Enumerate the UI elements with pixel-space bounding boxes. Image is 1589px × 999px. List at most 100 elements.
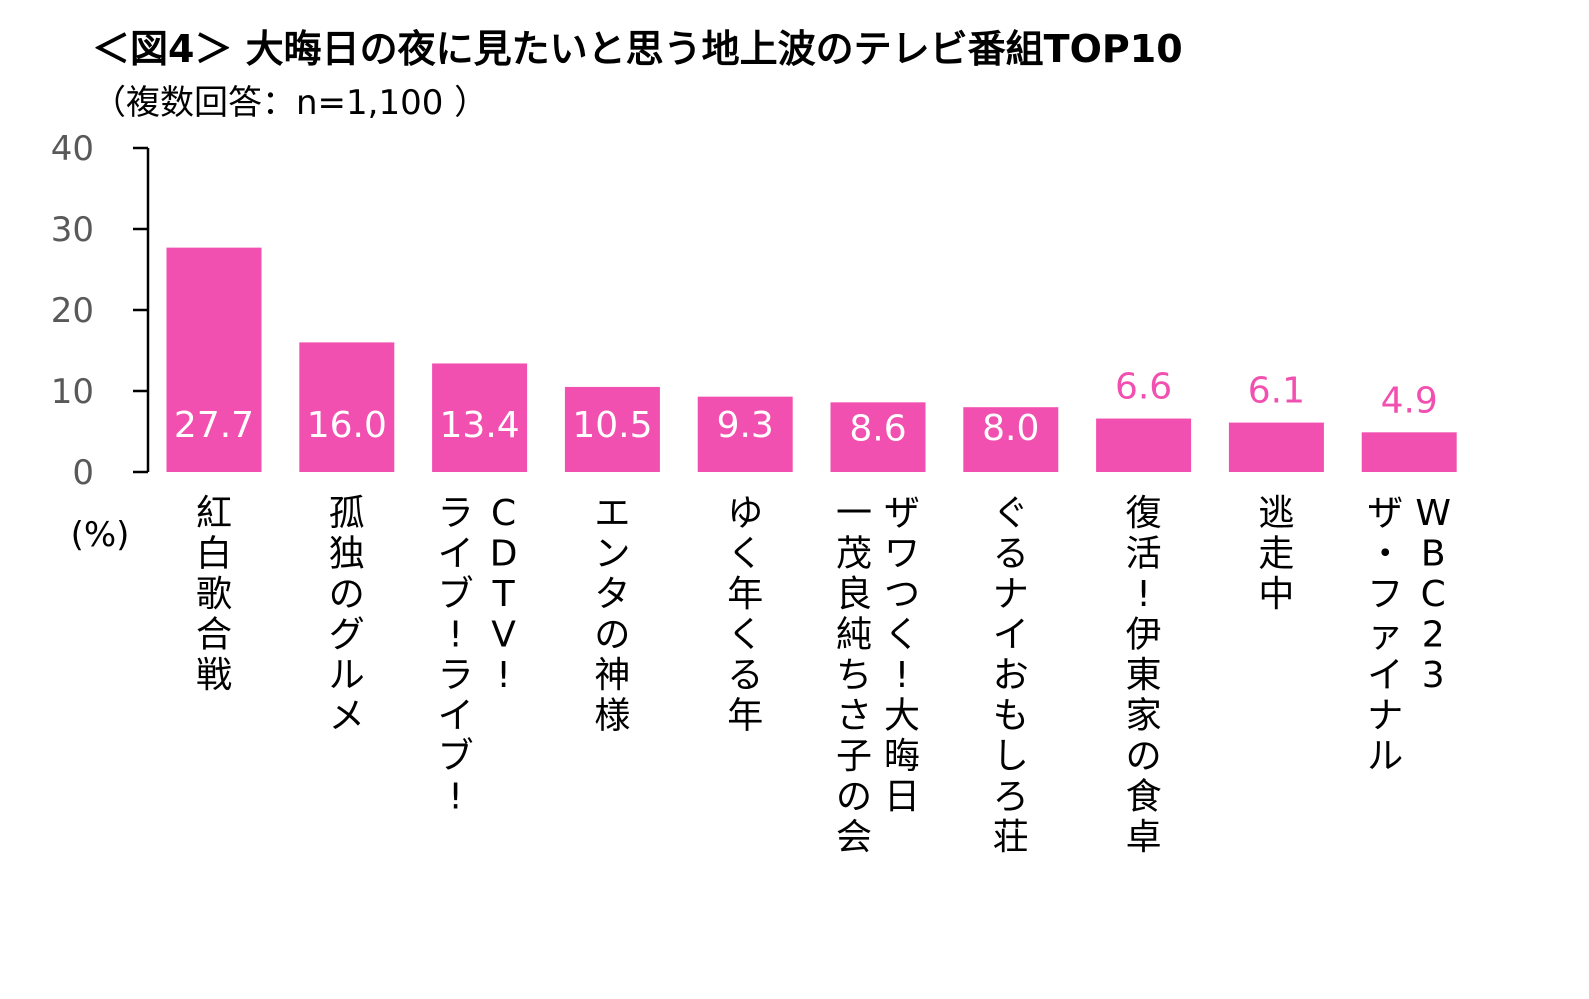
category-label-char: 茂 xyxy=(836,534,872,575)
category-label-char: 中 xyxy=(1258,574,1294,615)
bar xyxy=(564,386,660,472)
category-label-char: イ xyxy=(438,534,474,575)
data-label: 10.5 xyxy=(572,405,652,446)
category-label-char: 家 xyxy=(1126,696,1162,737)
category-label-char: ザ xyxy=(1367,493,1403,534)
category-label-char: ル xyxy=(1367,736,1403,777)
category-label-char: ! xyxy=(496,655,510,696)
category-label-char: フ xyxy=(1367,574,1403,615)
category-label-char: 良 xyxy=(836,574,872,615)
category-label-char: 白 xyxy=(196,534,232,575)
category-label-char: ラ xyxy=(438,655,474,696)
category-label-char: く xyxy=(727,615,763,656)
y-axis-unit-label: (%) xyxy=(71,515,130,555)
data-label: 8.0 xyxy=(982,408,1039,449)
category-label-char: ワ xyxy=(884,534,920,575)
category-label-char: つ xyxy=(884,574,920,615)
category-label-char: ァ xyxy=(1367,615,1403,656)
category-label-char: ・ xyxy=(1367,534,1403,575)
category-label-char: V xyxy=(491,615,516,656)
category-label-char: 逃 xyxy=(1258,493,1294,534)
category-label-char: 復 xyxy=(1126,493,1162,534)
category-label-char: ル xyxy=(329,655,365,696)
category-label-char: ぐ xyxy=(993,493,1029,534)
data-label: 4.9 xyxy=(1381,380,1438,421)
category-label-char: ナ xyxy=(1367,696,1403,737)
category-label-char: 日 xyxy=(884,777,920,818)
category-label-char: 一 xyxy=(836,493,872,534)
category-label-char: T xyxy=(492,574,516,615)
y-tick-label: 20 xyxy=(51,291,94,331)
category-label-char: も xyxy=(993,696,1029,737)
category-label-char: 伊 xyxy=(1126,615,1162,656)
category-label-char: ラ xyxy=(438,493,474,534)
data-labels: 27.7 16.0 13.4 10.5 9.3 8.6 8.0 6.6 6.1 4.9 xyxy=(174,367,1438,450)
category-label-char: メ xyxy=(329,696,365,737)
category-label-char: の xyxy=(329,574,365,615)
category-label-char: く xyxy=(884,615,920,656)
data-label: 13.4 xyxy=(440,405,520,446)
category-label-char: C xyxy=(491,493,516,534)
category-label-char: 会 xyxy=(836,817,872,858)
category-label-char: D xyxy=(490,534,518,575)
category-label-char: イ xyxy=(1367,655,1403,696)
chart-title: ＜図4＞ 大晦日の夜に見たいと思う地上波のテレビ番組TOP10 xyxy=(92,27,1183,71)
bar xyxy=(1096,418,1192,472)
category-label-char: B xyxy=(1421,534,1446,575)
category-label-char: ! xyxy=(895,655,909,696)
category-label-char: 孤 xyxy=(329,493,365,534)
bar xyxy=(166,247,262,472)
bar xyxy=(1361,432,1457,472)
bars xyxy=(166,247,1457,472)
y-tick-label: 10 xyxy=(51,372,94,412)
category-label-char: お xyxy=(993,655,1029,696)
category-label-char: の xyxy=(1126,736,1162,777)
category-label-char: 子 xyxy=(836,736,872,777)
category-label-char: W xyxy=(1415,493,1451,534)
category-label-char: 合 xyxy=(196,615,232,656)
data-label: 6.1 xyxy=(1248,371,1305,412)
category-label-char: 大 xyxy=(884,696,920,737)
category-label-char: 3 xyxy=(1422,655,1445,696)
bar xyxy=(299,342,395,472)
data-label: 16.0 xyxy=(307,405,387,446)
category-label-char: タ xyxy=(594,574,630,615)
category-label-char: 年 xyxy=(727,574,763,615)
category-label-char: ! xyxy=(448,615,462,656)
category-label-char: ! xyxy=(1136,574,1150,615)
category-label-char: の xyxy=(594,615,630,656)
category-label-char: ! xyxy=(448,777,462,818)
y-tick-label: 30 xyxy=(51,210,94,250)
bar xyxy=(697,396,793,472)
category-label-char: C xyxy=(1421,574,1446,615)
category-label-char: グ xyxy=(329,615,365,656)
data-label: 6.6 xyxy=(1115,367,1172,408)
category-label-char: ナ xyxy=(993,574,1029,615)
category-label-char: く xyxy=(727,534,763,575)
category-label-char: 独 xyxy=(329,534,365,575)
category-label-char: エ xyxy=(594,493,630,534)
category-label-char: ろ xyxy=(993,777,1029,818)
bar xyxy=(1228,422,1324,472)
category-label-char: し xyxy=(993,736,1029,777)
category-label-char: ゆ xyxy=(727,493,763,534)
category-label-char: 2 xyxy=(1422,615,1445,656)
bar xyxy=(830,402,926,472)
data-label: 27.7 xyxy=(174,405,254,446)
y-axis: 0 10 20 30 40 xyxy=(51,129,150,493)
category-label-char: ン xyxy=(594,534,630,575)
y-tick-label: 40 xyxy=(51,129,94,169)
category-label-char: 歌 xyxy=(196,574,232,615)
category-label-char: る xyxy=(993,534,1029,575)
bar xyxy=(432,363,528,472)
category-label-char: ブ xyxy=(438,736,474,777)
category-labels: 紅白歌合戦孤独のグルメCDTV!ライブ!ライブ!エンタの神様ゆく年くる年ザワつく… xyxy=(196,493,1451,858)
data-label: 9.3 xyxy=(717,405,774,446)
category-label-char: 紅 xyxy=(196,493,232,534)
chart-subtitle: （複数回答：n=1,100 ） xyxy=(92,83,488,123)
y-tick-label: 0 xyxy=(72,453,94,493)
category-label-char: ザ xyxy=(884,493,920,534)
category-label-char: さ xyxy=(836,696,872,737)
category-label-char: 荘 xyxy=(993,817,1029,858)
